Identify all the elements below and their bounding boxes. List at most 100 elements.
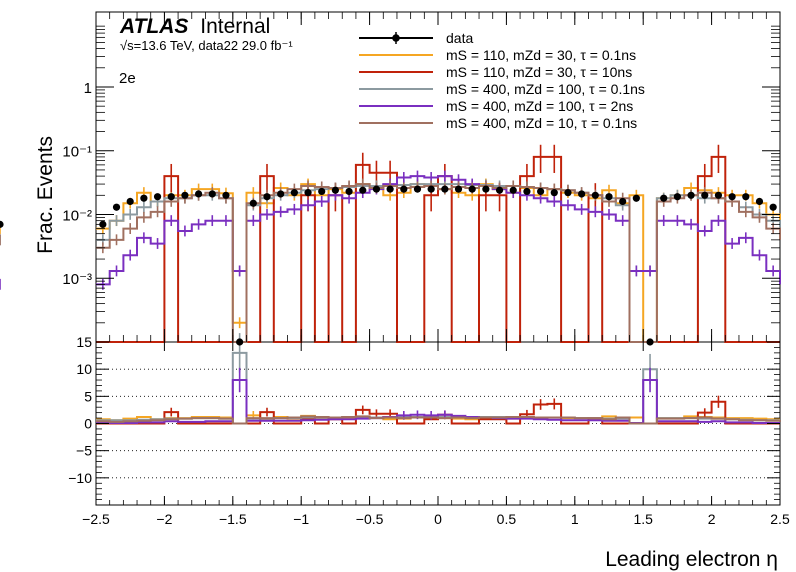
legend-item-4: mS = 400, mZd = 100, τ = 2ns (359, 98, 633, 114)
data-point-31 (523, 187, 531, 196)
data-point-27 (468, 185, 476, 193)
legend-item-1: mS = 110, mZd = 30, τ = 0.1ns (359, 47, 636, 63)
atlas-label: ATLAS Internal (119, 15, 270, 38)
data-point-28 (482, 185, 490, 193)
data-point-42 (673, 193, 682, 201)
ratio-tick-label: 10 (76, 361, 92, 377)
series-line-4 (96, 175, 781, 286)
data-point-20 (372, 185, 381, 193)
ratio-tick-label: 15 (76, 334, 92, 350)
legend-item-3: mS = 400, mZd = 100, τ = 0.1ns (359, 81, 645, 97)
atlas-status: Internal (200, 15, 270, 38)
ratio-tick-label: 5 (84, 388, 92, 404)
y-tick-label: 10⁻³ (62, 271, 92, 288)
x-tick-label: −1 (293, 511, 309, 527)
data-point-14 (290, 189, 298, 197)
legend-item-5: mS = 400, mZd = 10, τ = 0.1ns (359, 115, 637, 131)
data-point-48 (755, 197, 764, 206)
data-point-37 (605, 193, 613, 201)
x-tick-label: 2 (708, 511, 716, 527)
y-tick-label: 10⁻¹ (62, 144, 92, 161)
data-point-24 (427, 185, 435, 193)
data-point-18 (345, 187, 353, 196)
x-tick-label: 0 (434, 511, 442, 527)
data-point-2 (126, 197, 134, 206)
data-point-44 (701, 191, 709, 199)
data-point-50 (0, 220, 4, 228)
data-point-45 (714, 191, 723, 199)
y-tick-label: 10⁻² (62, 207, 92, 224)
data-point-15 (304, 189, 312, 197)
data-point-26 (454, 185, 463, 193)
data-point-12 (263, 193, 271, 201)
data-point-5 (167, 193, 175, 201)
data-point-17 (331, 186, 339, 194)
y-tick-label: 1 (84, 80, 92, 97)
data-point-34 (564, 189, 572, 197)
data-point-8 (208, 190, 216, 198)
data-point-32 (537, 187, 545, 196)
energy-lumi-label: √s=13.6 TeV, data22 29.0 fb⁻¹ (120, 38, 293, 53)
x-tick-label: −1.5 (219, 511, 247, 527)
data-point-47 (742, 193, 750, 201)
y-axis-ratio: −10 −5 0 5 10 15 (68, 334, 780, 500)
x-tick-label: −2 (156, 511, 172, 527)
data-point-16 (318, 187, 326, 196)
ratio-line-3 (96, 379, 780, 424)
ratio-tick-label: 0 (84, 416, 92, 432)
data-point-22 (400, 185, 408, 193)
data-point-25 (441, 185, 449, 193)
ratio-tick-label: −5 (76, 443, 92, 459)
data-point-23 (413, 185, 422, 193)
data-point-3 (140, 194, 148, 202)
legend-label: mS = 110, mZd = 30, τ = 0.1ns (446, 47, 636, 63)
legend-label: mS = 400, mZd = 10, τ = 0.1ns (446, 115, 637, 131)
data-point-13 (277, 190, 285, 198)
data-point-21 (386, 185, 394, 193)
legend-item-2: mS = 110, mZd = 30, τ = 10ns (359, 64, 632, 80)
ratio-series-4-group (96, 415, 781, 425)
legend-label: mS = 400, mZd = 100, τ = 2ns (446, 98, 633, 114)
data-point-10 (236, 338, 244, 346)
data-point-41 (660, 194, 668, 202)
data-point-49 (769, 203, 777, 211)
data-point-1 (112, 203, 121, 211)
channel-label: 2e (119, 70, 136, 87)
data-point-11 (249, 199, 257, 207)
x-axis-title: Leading electron η (605, 548, 778, 571)
data-point-19 (359, 186, 367, 194)
data-point-46 (728, 193, 736, 201)
x-tick-label: 1.5 (633, 511, 653, 527)
data-point-36 (591, 191, 599, 199)
data-point-35 (578, 190, 586, 198)
legend-item-0: data (359, 30, 473, 46)
y-axis-title: Frac. Events (34, 136, 57, 254)
data-point-38 (619, 197, 627, 206)
data-point-39 (632, 194, 640, 202)
x-tick-label: 0.5 (497, 511, 517, 527)
data-point-29 (495, 186, 504, 194)
x-tick-label: 2.5 (770, 511, 790, 527)
x-tick-label: −0.5 (356, 511, 384, 527)
data-point-9 (222, 191, 230, 199)
data-point-43 (687, 191, 695, 199)
y-axis-main: 10⁻³ 10⁻² 10⁻¹ 1 (62, 25, 780, 324)
data-points (0, 185, 777, 346)
legend-label: mS = 400, mZd = 100, τ = 0.1ns (446, 81, 645, 97)
legend-swatch-marker (392, 34, 400, 42)
ratio-line-4 (96, 415, 781, 425)
x-tick-label: −2.5 (82, 511, 110, 527)
x-tick-label: 1 (571, 511, 579, 527)
data-point-30 (509, 186, 517, 194)
x-axis: −2.5 −2 −1.5 −1 −0.5 0 0.5 1 1.5 2 2.5 (82, 12, 790, 527)
legend-label: data (446, 30, 473, 46)
data-point-40 (646, 338, 654, 346)
data-point-4 (153, 193, 162, 201)
data-point-6 (181, 191, 189, 199)
legend-label: mS = 110, mZd = 30, τ = 10ns (446, 64, 632, 80)
ratio-tick-label: −10 (68, 470, 92, 486)
ratio-series (96, 333, 781, 425)
atlas-brand: ATLAS (119, 15, 188, 38)
